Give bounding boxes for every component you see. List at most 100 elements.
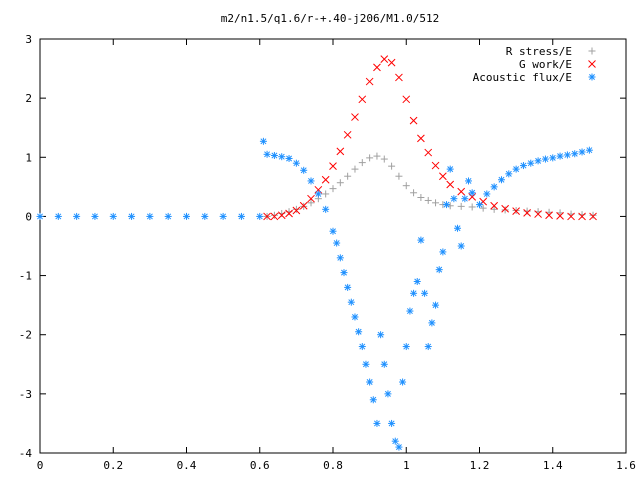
y-tick-label: 3 [25,33,32,46]
data-point [413,277,421,285]
y-tick-label: 1 [25,151,32,164]
marker-stroke [564,151,571,158]
data-point [73,212,81,220]
data-point [321,175,330,184]
marker-stroke [579,148,586,155]
marker-stroke [271,152,278,159]
legend-label: Acoustic flux/E [473,71,572,84]
legend-label: R stress/E [506,45,572,58]
marker-stroke [355,328,362,335]
data-point [578,212,586,221]
marker-stroke [362,361,369,368]
marker-stroke [454,225,461,232]
data-point [395,172,403,180]
marker-stroke [359,343,366,350]
marker-stroke [348,299,355,306]
marker-stroke [395,73,403,82]
marker-stroke [110,213,117,220]
data-point [380,360,388,368]
data-point [300,166,308,174]
marker-stroke [293,160,300,167]
data-point [387,58,396,67]
marker-stroke [557,153,564,160]
data-point [541,155,549,163]
data-point [432,301,440,309]
marker-stroke [380,55,389,63]
marker-stroke [425,343,432,350]
data-point [424,148,433,157]
marker-stroke [512,207,520,215]
data-point [329,162,337,171]
marker-stroke [322,206,329,213]
data-point [501,206,509,214]
data-point [556,152,564,160]
data-point [409,116,418,125]
marker-stroke [381,361,388,368]
data-point [128,212,136,220]
marker-stroke [238,213,245,220]
marker-stroke [542,156,549,163]
data-point [270,152,278,160]
data-point [432,199,440,207]
data-point [285,209,293,218]
data-point [417,236,425,244]
marker-stroke [37,213,43,220]
marker-stroke [183,213,190,220]
marker-stroke [388,420,395,427]
marker-stroke [395,444,402,451]
data-point [377,331,385,339]
marker-stroke [578,212,586,221]
data-point [384,390,392,398]
marker-stroke [513,166,520,173]
data-point [336,254,344,262]
marker-stroke [264,151,271,158]
marker-stroke [461,195,468,202]
data-point [380,155,388,163]
marker-stroke [341,269,347,276]
marker-stroke [458,243,465,249]
marker-stroke [256,213,263,220]
data-point [523,209,531,217]
data-point [314,190,322,198]
marker-stroke [220,213,227,220]
marker-stroke [450,195,457,202]
axes: 0 0.2 0.4 0.6 0.8 1 1.2 1.4 1.6 -4 -3 -2 -1 0 1 2 3 [19,33,636,472]
marker-stroke [571,150,578,157]
marker-stroke [201,213,208,220]
x-tick-label: 1.2 [470,459,490,472]
data-point [344,283,352,291]
data-point [333,239,341,247]
data-point [556,211,564,220]
marker-stroke [402,95,411,104]
marker-stroke [439,172,447,181]
data-point [369,396,377,404]
data-point [410,289,418,297]
marker-stroke [358,95,367,104]
marker-stroke [534,210,542,218]
data-point [292,159,300,167]
marker-stroke [329,162,337,171]
marker-stroke [443,201,450,208]
series-0 [263,152,597,220]
marker-stroke [277,211,286,220]
marker-stroke [377,331,384,338]
marker-stroke [128,213,135,220]
data-point [428,319,436,327]
x-tick-label: 1.6 [616,459,636,472]
data-point [344,172,352,180]
marker-stroke [315,190,322,197]
data-point [347,298,355,306]
data-point [351,113,359,121]
data-point [388,419,396,427]
data-point [183,212,190,220]
data-point [534,210,542,218]
data-point [457,242,465,250]
data-point [457,187,466,196]
marker-stroke [406,308,413,315]
marker-stroke [501,204,509,213]
marker-stroke [549,154,556,161]
marker-stroke [424,148,433,157]
marker-stroke [520,162,527,169]
marker-stroke [146,213,153,220]
data-point [351,165,359,173]
